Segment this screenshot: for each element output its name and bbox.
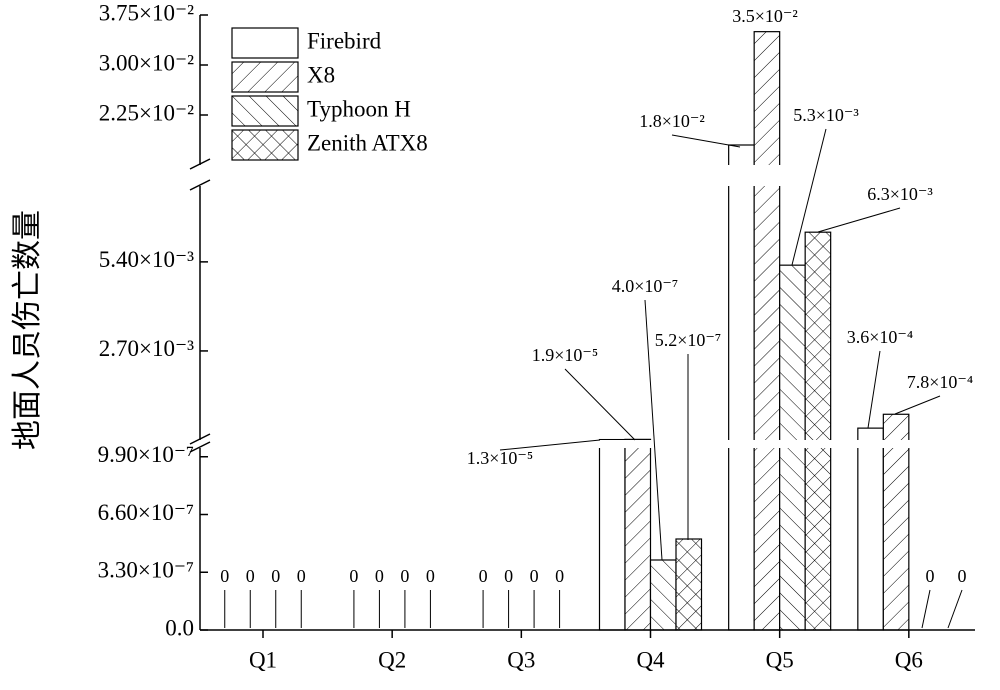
x-tick-label: Q3	[507, 647, 535, 672]
axis-break-gap	[202, 440, 977, 448]
bar	[857, 427, 884, 631]
y-tick-label: 2.70×10⁻³	[99, 336, 194, 361]
axis-break-gap	[202, 165, 977, 186]
x-tick-label: Q5	[766, 647, 794, 672]
axis-break-gap	[197, 165, 203, 186]
legend-swatch	[231, 95, 299, 127]
bar	[882, 413, 910, 631]
value-label: 0	[246, 566, 255, 586]
legend-swatch	[231, 27, 299, 59]
leader-line	[564, 368, 636, 441]
axis-break-mark	[189, 441, 211, 453]
value-label: 0	[555, 566, 564, 586]
value-label: 0	[400, 566, 409, 586]
leader-line	[817, 207, 901, 233]
value-label: 5.3×10⁻³	[793, 105, 859, 125]
leader-line	[791, 128, 827, 266]
value-label: 0	[297, 566, 306, 586]
value-label: 0	[958, 566, 967, 586]
leader-line	[644, 299, 663, 561]
leader-line	[894, 395, 941, 415]
legend-swatch	[231, 129, 299, 161]
axis-break-mark	[189, 179, 211, 191]
value-label: 0	[479, 566, 488, 586]
leader-line	[867, 350, 881, 429]
y-tick-label: 2.25×10⁻²	[99, 100, 194, 125]
y-tick-label: 3.00×10⁻²	[99, 50, 194, 75]
value-label: 0	[220, 566, 229, 586]
y-tick-label: 3.75×10⁻²	[99, 0, 194, 25]
value-label: 3.5×10⁻²	[732, 6, 798, 26]
y-axis-label: 地面人员伤亡数量	[11, 210, 44, 450]
bar	[649, 559, 677, 631]
legend-label: Typhoon H	[307, 96, 411, 121]
legend-swatch	[231, 61, 299, 93]
value-label: 1.3×10⁻⁵	[467, 448, 533, 468]
y-tick-label: 3.30×10⁻⁷	[98, 558, 194, 583]
bar	[728, 144, 755, 631]
value-label: 1.9×10⁻⁵	[532, 345, 598, 365]
axis-break-mark	[189, 433, 211, 445]
value-label: 0	[504, 566, 513, 586]
value-label: 0	[426, 566, 435, 586]
axis-break-gap	[197, 440, 203, 448]
y-tick-label: 5.40×10⁻³	[99, 247, 194, 272]
bar	[804, 231, 832, 631]
leader-line	[671, 134, 741, 148]
x-tick-label: Q2	[378, 647, 406, 672]
bar	[624, 438, 652, 631]
x-tick-label: Q1	[249, 647, 277, 672]
legend-label: Zenith ATX8	[307, 130, 428, 155]
value-label: 0	[926, 566, 935, 586]
legend-label: X8	[307, 62, 335, 87]
value-label: 5.2×10⁻⁷	[655, 330, 721, 350]
y-tick-label: 6.60×10⁻⁷	[98, 500, 194, 525]
value-label: 0	[530, 566, 539, 586]
x-tick-label: Q4	[636, 647, 665, 672]
y-tick-label: 0.0	[165, 615, 194, 640]
bar	[753, 31, 781, 631]
bar	[598, 438, 626, 631]
x-tick-label: Q6	[895, 647, 923, 672]
value-label: 0	[271, 566, 280, 586]
axis-break-mark	[189, 158, 211, 170]
leader-line	[921, 589, 931, 629]
leader-line	[499, 439, 601, 451]
value-label: 0	[349, 566, 358, 586]
value-label: 3.6×10⁻⁴	[847, 327, 913, 347]
leader-line	[947, 589, 963, 629]
legend-label: Firebird	[307, 28, 382, 53]
value-label: 7.8×10⁻⁴	[907, 372, 973, 392]
y-tick-label: 9.90×10⁻⁷	[98, 442, 194, 467]
value-label: 0	[375, 566, 384, 586]
value-label: 1.8×10⁻²	[639, 111, 705, 131]
value-label: 4.0×10⁻⁷	[612, 276, 678, 296]
bar	[675, 538, 703, 631]
value-label: 6.3×10⁻³	[867, 184, 933, 204]
